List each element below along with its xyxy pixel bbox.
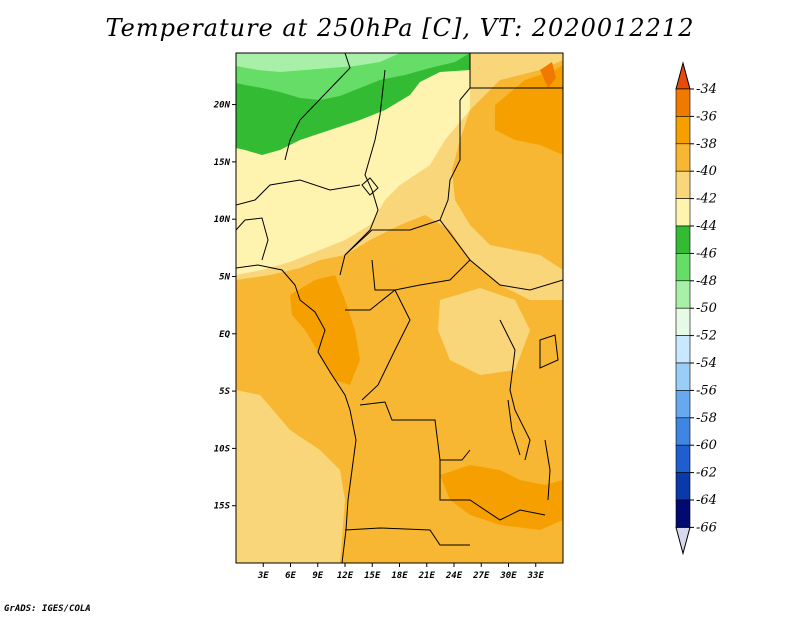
colorbar-swatch: [675, 143, 691, 172]
colorbar-label: -64: [696, 493, 717, 508]
border-algeria-libya: [284, 53, 351, 161]
colorbar: -34 -36 -38 -40 -42 -44 -46 -48 -50 -52 -54 -56 -58 -…: [675, 61, 717, 556]
colorbar-label: -36: [696, 109, 717, 124]
lat-tick-label: 5S: [219, 387, 230, 397]
colorbar-label: -38: [696, 137, 717, 152]
border-west-small: [236, 217, 269, 261]
latitude-axis: 20N 15N 10N 5N EQ 5S 10S 15S: [213, 101, 236, 512]
region-c40-central: [438, 288, 530, 375]
colorbar-bottom-arrow: [675, 526, 691, 556]
coastline: [236, 264, 357, 563]
colorbar-swatch: [675, 253, 691, 282]
lat-tick-label: 15N: [214, 158, 231, 168]
region-c48-north: [236, 53, 400, 72]
colorbar-label: -50: [696, 301, 717, 316]
border-angola-zambia: [439, 460, 546, 521]
colorbar-label: -62: [696, 466, 717, 481]
lat-tick-label: EQ: [219, 330, 230, 340]
colorbar-swatch: [675, 280, 691, 309]
lat-tick-label: 10S: [214, 444, 231, 454]
border-car: [344, 219, 471, 291]
lon-tick-label: 9E: [312, 571, 323, 581]
colorbar-swatch: [675, 444, 691, 473]
border-drc-east: [499, 319, 531, 461]
border-congo-drc: [345, 289, 411, 401]
lon-tick-label: 33E: [527, 571, 545, 581]
lat-tick-label: 10N: [214, 215, 231, 225]
lon-tick-label: 24E: [445, 571, 463, 581]
colorbar-swatch: [675, 335, 691, 364]
longitude-axis: 3E 6E 9E 12E 15E 18E 21E 24E 27E 30E 33E: [257, 563, 545, 581]
colorbar-label: -34: [696, 82, 717, 97]
colorbar-top-arrow: [675, 61, 691, 90]
colorbar-swatch: [675, 499, 691, 528]
colorbar-swatch: [675, 198, 691, 227]
border-niger-nigeria: [236, 179, 361, 206]
border-sudan-south: [469, 259, 563, 291]
region-c34-northeast: [540, 62, 556, 88]
border-nigeria-cameroon: [339, 189, 379, 276]
colorbar-swatch: [675, 390, 691, 419]
lat-tick-label: 15S: [214, 502, 231, 512]
colorbar-label: -40: [696, 164, 717, 179]
lon-tick-label: 30E: [499, 571, 517, 581]
lon-tick-label: 21E: [418, 571, 436, 581]
colorbar-label: -56: [696, 383, 717, 398]
grads-credit: GrADS: IGES/COLA: [4, 604, 91, 614]
colorbar-label: -66: [696, 520, 717, 535]
lon-tick-label: 27E: [472, 571, 490, 581]
colorbar-swatch: [675, 116, 691, 145]
region-c38-central: [345, 215, 470, 300]
colorbar-swatch: [675, 225, 691, 254]
border-lake-chad: [361, 177, 379, 196]
colorbar-label: -46: [696, 246, 717, 261]
temperature-field: [236, 53, 563, 563]
lon-tick-label: 3E: [257, 571, 269, 581]
colorbar-swatch: [675, 307, 691, 336]
colorbar-swatch: [675, 170, 691, 199]
border-lake-malawi: [544, 439, 551, 501]
region-c40-west: [236, 390, 345, 563]
colorbar-label: -58: [696, 411, 717, 426]
border-chad-sudan: [439, 100, 461, 221]
border-lake-victoria: [539, 334, 559, 369]
region-c36-south: [440, 465, 563, 530]
lon-tick-label: 18E: [391, 571, 408, 581]
colorbar-label: -42: [696, 192, 717, 207]
colorbar-swatch: [675, 417, 691, 446]
colorbar-swatch: [675, 362, 691, 391]
colorbar-label: -60: [696, 438, 717, 453]
colorbar-swatch: [675, 88, 691, 117]
border-drc-angola: [359, 401, 471, 461]
colorbar-label: -54: [696, 356, 717, 371]
lat-tick-label: 20N: [213, 101, 231, 111]
colorbar-label: -52: [696, 329, 717, 344]
border-namibia: [344, 527, 470, 546]
lat-tick-label: 5N: [219, 272, 230, 282]
lon-tick-label: 15E: [364, 571, 381, 581]
colorbar-swatch: [675, 472, 691, 501]
lon-tick-label: 12E: [337, 571, 354, 581]
colorbar-label: -44: [696, 219, 717, 234]
border-lake-tanganyika: [507, 399, 521, 456]
map-title: Temperature at 250hPa [C], VT: 202001221…: [105, 14, 695, 42]
lon-tick-label: 6E: [285, 571, 296, 581]
colorbar-label: -48: [696, 274, 717, 289]
country-borders: [236, 53, 563, 563]
